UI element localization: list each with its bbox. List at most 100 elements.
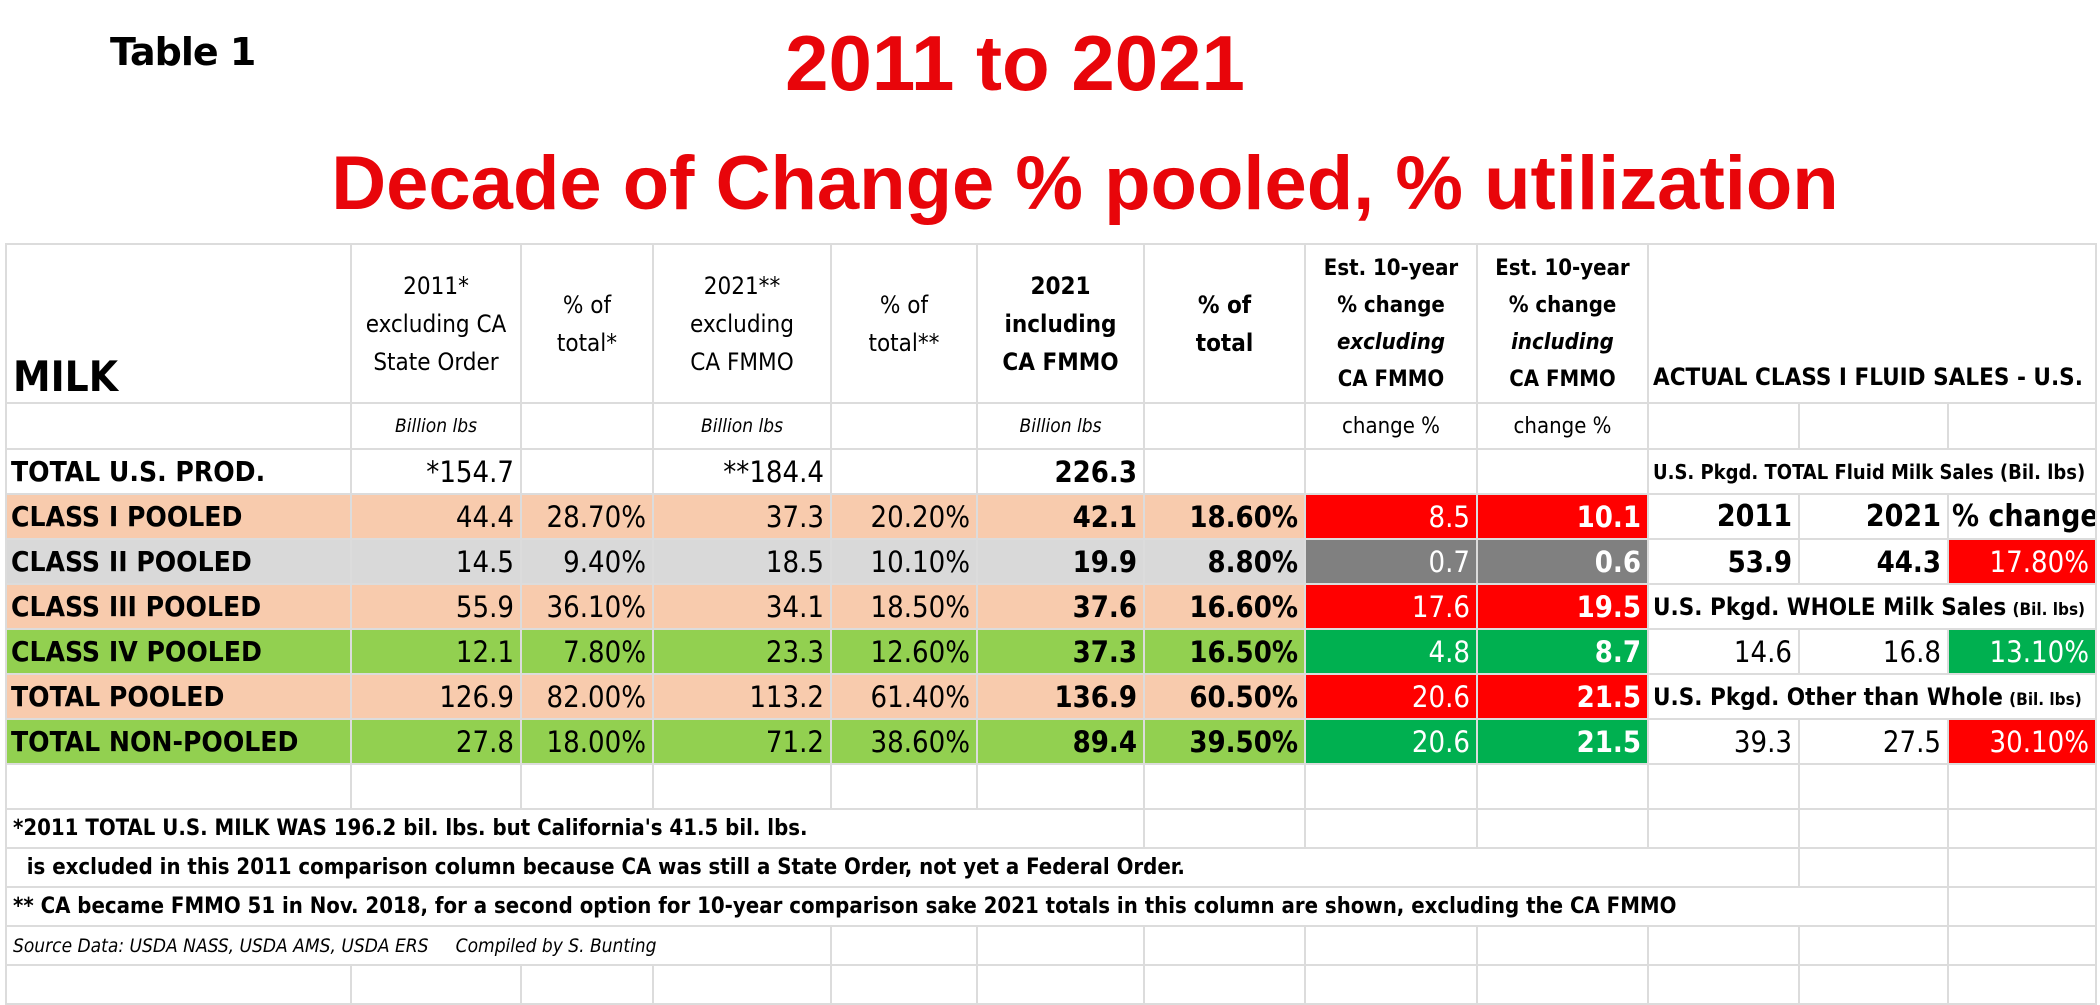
cell-value: 126.9 xyxy=(350,673,522,720)
cell-change: 0.6 xyxy=(1476,538,1649,585)
cell-value: 34.1 xyxy=(652,583,832,630)
table-row: CLASS III POOLED 55.9 36.10% 34.1 18.50%… xyxy=(5,583,2098,630)
header-milk: MILK xyxy=(5,243,352,404)
cell-change: 20.6 xyxy=(1304,718,1478,765)
footnote-2011-total: *2011 TOTAL U.S. MILK WAS 196.2 bil. lbs… xyxy=(5,808,1145,849)
cell-value: 16.60% xyxy=(1143,583,1306,630)
source-row: Source Data: USDA NASS, USDA AMS, USDA E… xyxy=(5,925,2098,966)
footnote-row: is excluded in this 2011 comparison colu… xyxy=(5,847,2098,888)
cell-value: 27.8 xyxy=(350,718,522,765)
cell-change: 4.8 xyxy=(1304,628,1478,675)
fluid-other-2011: 39.3 xyxy=(1647,718,1800,765)
cell-value: 44.4 xyxy=(350,493,522,540)
header-2021-excl: 2021** excluding CA FMMO xyxy=(652,243,832,404)
cell-value: 38.60% xyxy=(830,718,978,765)
table-row: CLASS IV POOLED 12.1 7.80% 23.3 12.60% 3… xyxy=(5,628,2098,675)
header-est-change-incl: Est. 10-year% change including CA FMMO xyxy=(1476,243,1649,404)
row-label: CLASS I POOLED xyxy=(5,493,352,540)
cell-value: 23.3 xyxy=(652,628,832,675)
header-2011-excl: 2011* excluding CA State Order xyxy=(350,243,522,404)
table-row: TOTAL U.S. PROD. *154.7 **184.4 226.3 U.… xyxy=(5,448,2098,495)
cell-value: 18.60% xyxy=(1143,493,1306,540)
unit-label: change % xyxy=(1304,402,1478,450)
row-label: TOTAL U.S. PROD. xyxy=(5,448,352,495)
cell-change: 17.6 xyxy=(1304,583,1478,630)
cell-value: 7.80% xyxy=(520,628,654,675)
cell-value: 9.40% xyxy=(520,538,654,585)
cell-value: 12.60% xyxy=(830,628,978,675)
cell-change: 20.6 xyxy=(1304,673,1478,720)
fluid-pct-change-header: % change xyxy=(1946,493,2098,540)
footnote-row: ** CA became FMMO 51 in Nov. 2018, for a… xyxy=(5,886,2098,927)
source-credit: Source Data: USDA NASS, USDA AMS, USDA E… xyxy=(5,925,832,966)
cell-change: 0.7 xyxy=(1304,538,1478,585)
cell-value: 136.9 xyxy=(976,673,1145,720)
cell-value: 82.00% xyxy=(520,673,654,720)
fluid-other-pct-change: 30.10% xyxy=(1946,718,2098,765)
header-actual-fluid-sales: ACTUAL CLASS I FLUID SALES - U.S. xyxy=(1646,243,2098,404)
fluid-total-pct-change: 17.80% xyxy=(1946,538,2098,585)
cell-change: 19.5 xyxy=(1476,583,1649,630)
cell-value: 37.3 xyxy=(976,628,1145,675)
cell-value: 60.50% xyxy=(1143,673,1306,720)
row-label: CLASS II POOLED xyxy=(5,538,352,585)
milk-data-table: MILK 2011* excluding CA State Order % of to… xyxy=(5,243,2098,1005)
cell-value: 20.20% xyxy=(830,493,978,540)
unit-label: Billion lbs xyxy=(652,402,832,450)
cell-change: 8.5 xyxy=(1304,493,1478,540)
cell-change: 8.7 xyxy=(1476,628,1649,675)
title-decade-of-change: Decade of Change % pooled, % utilization xyxy=(331,141,1839,226)
header-pct-total-2021-incl: % of total xyxy=(1143,243,1306,404)
cell-value: 42.1 xyxy=(976,493,1145,540)
units-row: Billion lbs Billion lbs Billion lbs chan… xyxy=(5,402,2098,450)
header-2021-incl: 2021 including CA FMMO xyxy=(976,243,1145,404)
unit-label: Billion lbs xyxy=(350,402,522,450)
footnote-ca-fmmo: ** CA became FMMO 51 in Nov. 2018, for a… xyxy=(5,886,1949,927)
header-pct-total-2021-excl: % of total** xyxy=(830,243,978,404)
header-est-change-excl: Est. 10-year% change excluding CA FMMO xyxy=(1304,243,1478,404)
cell-change: 21.5 xyxy=(1476,718,1649,765)
row-label: CLASS III POOLED xyxy=(5,583,352,630)
cell-value: 18.50% xyxy=(830,583,978,630)
fluid-total-2011: 53.9 xyxy=(1647,538,1800,585)
cell-value: **184.4 xyxy=(652,448,832,495)
fluid-other-label: U.S. Pkgd. Other than Whole (Bil. lbs) xyxy=(1646,673,2098,720)
footnote-row: *2011 TOTAL U.S. MILK WAS 196.2 bil. lbs… xyxy=(5,808,2098,849)
table-label: Table 1 xyxy=(110,30,256,74)
fluid-total-2021: 44.3 xyxy=(1798,538,1949,585)
cell-value: 19.9 xyxy=(976,538,1145,585)
fluid-year-2021: 2021 xyxy=(1798,493,1949,540)
cell-value: 18.00% xyxy=(520,718,654,765)
table-row: TOTAL POOLED 126.9 82.00% 113.2 61.40% 1… xyxy=(5,673,2098,720)
fluid-other-2021: 27.5 xyxy=(1798,718,1949,765)
cell-value: 89.4 xyxy=(976,718,1145,765)
title-years: 2011 to 2021 xyxy=(785,19,1245,107)
cell-value: 16.50% xyxy=(1143,628,1306,675)
row-label: TOTAL NON-POOLED xyxy=(5,718,352,765)
cell-value: 36.10% xyxy=(520,583,654,630)
table-row: CLASS I POOLED 44.4 28.70% 37.3 20.20% 4… xyxy=(5,493,2098,540)
footnote-ca-excluded: is excluded in this 2011 comparison colu… xyxy=(5,847,1800,888)
fluid-year-2011: 2011 xyxy=(1647,493,1800,540)
cell-value: 18.5 xyxy=(652,538,832,585)
cell-value: *154.7 xyxy=(350,448,522,495)
cell-value: 12.1 xyxy=(350,628,522,675)
cell-change: 10.1 xyxy=(1476,493,1649,540)
blank-row xyxy=(5,964,2098,1005)
fluid-whole-pct-change: 13.10% xyxy=(1946,628,2098,675)
cell-value: 226.3 xyxy=(976,448,1145,495)
header-pct-total-2011: % of total* xyxy=(520,243,654,404)
fluid-whole-2021: 16.8 xyxy=(1798,628,1949,675)
cell-value: 55.9 xyxy=(350,583,522,630)
fluid-whole-label: U.S. Pkgd. WHOLE Milk Sales (Bil. lbs) xyxy=(1646,583,2098,630)
row-label: TOTAL POOLED xyxy=(5,673,352,720)
cell-value: 8.80% xyxy=(1143,538,1306,585)
table-row: CLASS II POOLED 14.5 9.40% 18.5 10.10% 1… xyxy=(5,538,2098,585)
cell-value: 14.5 xyxy=(350,538,522,585)
cell-change: 21.5 xyxy=(1476,673,1649,720)
fluid-whole-2011: 14.6 xyxy=(1647,628,1800,675)
cell-value: 37.3 xyxy=(652,493,832,540)
table-row: TOTAL NON-POOLED 27.8 18.00% 71.2 38.60%… xyxy=(5,718,2098,765)
fluid-total-label: U.S. Pkgd. TOTAL Fluid Milk Sales (Bil. … xyxy=(1646,448,2098,495)
cell-value: 39.50% xyxy=(1143,718,1306,765)
